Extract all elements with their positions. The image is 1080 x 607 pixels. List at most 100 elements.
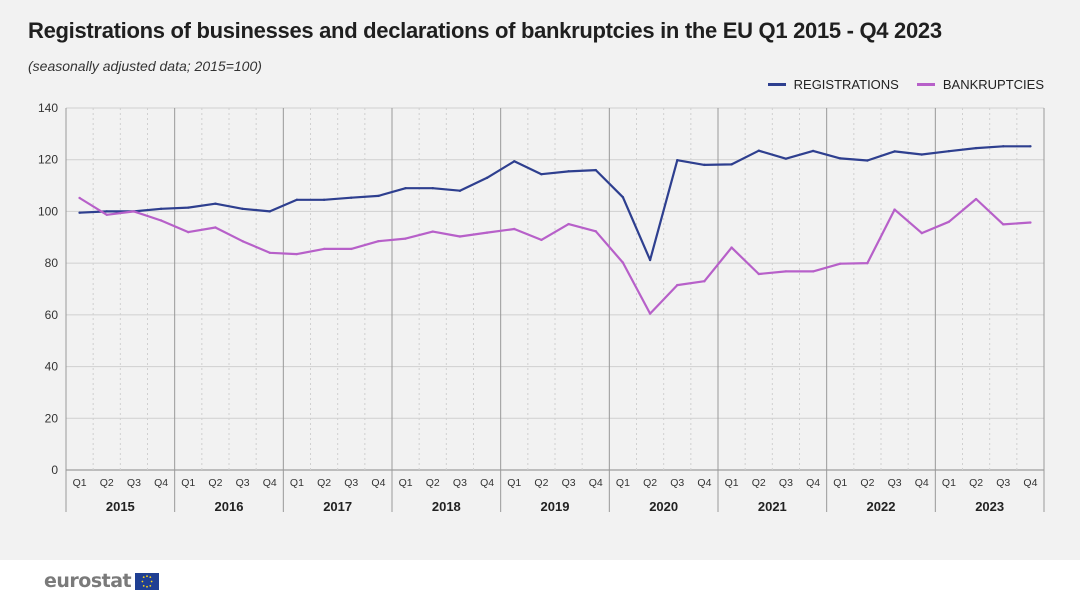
- y-tick-label: 80: [45, 256, 59, 270]
- eu-flag-icon: [135, 572, 160, 590]
- x-tick-label-quarter: Q4: [806, 477, 820, 489]
- x-tick-label-year: 2015: [106, 499, 135, 514]
- x-tick-label-quarter: Q3: [453, 477, 467, 489]
- data-point-bankruptcies: [268, 251, 271, 254]
- line-chart: 0 20 40 60 80 100 120 140 Q1 Q2 Q3 Q4 Q1 Q2 Q3 Q4 Q1 Q2 Q3…: [38, 101, 1045, 514]
- x-tick-label-quarter: Q3: [888, 477, 902, 489]
- x-tick-label-quarter: Q4: [915, 477, 929, 489]
- y-tick-label: 120: [38, 153, 58, 167]
- x-tick-label-year: 2019: [541, 499, 570, 514]
- x-tick-label-year: 2016: [215, 499, 244, 514]
- data-point-bankruptcies: [920, 231, 923, 235]
- data-point-registrations: [350, 196, 353, 199]
- data-point-bankruptcies: [1002, 223, 1005, 226]
- data-point-registrations: [513, 160, 516, 163]
- x-tick-label-quarter: Q4: [697, 477, 711, 489]
- data-point-registrations: [377, 194, 380, 198]
- legend-swatch-bankruptcies: [916, 83, 935, 86]
- data-point-bankruptcies: [621, 261, 625, 264]
- x-tick-label-quarter: Q1: [73, 477, 87, 489]
- data-point-registrations: [485, 176, 489, 180]
- x-tick-label-quarter: Q3: [779, 477, 793, 489]
- x-tick-label-quarter: Q3: [996, 477, 1010, 489]
- data-point-bankruptcies: [784, 270, 788, 273]
- legend: REGISTRATIONS BANKRUPTCIES: [767, 77, 1044, 92]
- x-tick-label-quarter: Q2: [426, 477, 440, 489]
- x-tick-label-year: 2018: [432, 499, 461, 514]
- data-point-bankruptcies: [458, 235, 462, 238]
- x-tick-label-quarter: Q1: [399, 477, 413, 489]
- data-point-registrations: [159, 207, 163, 211]
- data-point-registrations: [1029, 145, 1032, 148]
- data-point-bankruptcies: [322, 247, 326, 251]
- data-point-registrations: [540, 172, 543, 176]
- x-tick-label-quarter: Q2: [208, 477, 222, 489]
- x-tick-label-quarter: Q3: [236, 477, 250, 489]
- x-tick-label-quarter: Q2: [860, 477, 874, 489]
- x-tick-label-quarter: Q2: [752, 477, 766, 489]
- y-tick-label: 140: [38, 101, 58, 115]
- data-point-registrations: [567, 170, 570, 173]
- data-point-bankruptcies: [404, 237, 407, 240]
- data-point-bankruptcies: [350, 247, 353, 251]
- data-point-bankruptcies: [513, 227, 516, 231]
- x-tick-label-quarter: Q2: [317, 477, 331, 489]
- y-tick-label: 100: [38, 204, 58, 218]
- x-tick-label-year: 2022: [867, 499, 896, 514]
- data-point-bankruptcies: [295, 252, 299, 256]
- data-point-registrations: [268, 210, 271, 213]
- legend-label-bankruptcies: BANKRUPTCIES: [942, 77, 1044, 92]
- x-tick-label-quarter: Q1: [181, 477, 195, 489]
- data-point-bankruptcies: [703, 280, 706, 283]
- chart-subtitle: (seasonally adjusted data; 2015=100): [28, 58, 262, 74]
- y-tick-label: 20: [45, 411, 59, 425]
- y-tick-label: 60: [45, 308, 59, 322]
- x-tick-label-quarter: Q4: [263, 477, 277, 489]
- data-point-registrations: [431, 186, 434, 190]
- data-point-registrations: [105, 210, 108, 213]
- x-tick-label-quarter: Q3: [562, 477, 576, 489]
- data-point-registrations: [974, 146, 978, 150]
- x-tick-label-quarter: Q2: [534, 477, 548, 489]
- data-point-bankruptcies: [676, 283, 679, 287]
- data-point-registrations: [187, 206, 190, 209]
- data-point-bankruptcies: [811, 270, 815, 273]
- data-point-registrations: [648, 258, 652, 262]
- data-point-registrations: [214, 202, 217, 205]
- data-point-registrations: [676, 159, 679, 162]
- data-point-bankruptcies: [567, 222, 570, 226]
- chart-title: Registrations of businesses and declarat…: [28, 18, 942, 43]
- logo-text: eurostat: [44, 570, 132, 592]
- data-point-bankruptcies: [241, 239, 244, 243]
- x-tick-label-year: 2017: [323, 499, 352, 514]
- data-point-bankruptcies: [540, 238, 543, 242]
- data-point-bankruptcies: [105, 213, 108, 216]
- legend-label-registrations: REGISTRATIONS: [793, 77, 899, 92]
- chart-panel: [0, 0, 1080, 560]
- footer: eurostat: [0, 560, 1080, 607]
- series-line-bankruptcies: [79, 197, 1031, 315]
- data-point-bankruptcies: [757, 272, 760, 276]
- legend-item-bankruptcies[interactable]: BANKRUPTCIES: [916, 77, 1044, 92]
- eurostat-logo: eurostat: [44, 570, 160, 592]
- x-tick-label-quarter: Q1: [616, 477, 630, 489]
- data-point-registrations: [458, 189, 462, 192]
- x-tick-label-quarter: Q4: [371, 477, 385, 489]
- x-tick-label-quarter: Q2: [969, 477, 983, 489]
- data-point-registrations: [703, 163, 706, 167]
- x-tick-label-quarter: Q3: [127, 477, 141, 489]
- data-point-registrations: [730, 163, 733, 166]
- data-point-bankruptcies: [866, 261, 869, 265]
- x-tick-label-year: 2023: [975, 499, 1004, 514]
- legend-item-registrations[interactable]: REGISTRATIONS: [767, 77, 899, 92]
- data-point-bankruptcies: [974, 197, 978, 201]
- x-tick-label-quarter: Q3: [670, 477, 684, 489]
- x-tick-label-year: 2021: [758, 499, 787, 514]
- x-tick-label-quarter: Q4: [480, 477, 494, 489]
- data-point-bankruptcies: [132, 210, 136, 213]
- data-point-registrations: [784, 157, 788, 160]
- series-line-registrations: [79, 145, 1031, 262]
- x-tick-label-quarter: Q4: [589, 477, 603, 489]
- x-tick-label-quarter: Q2: [100, 477, 114, 489]
- data-point-registrations: [78, 211, 81, 214]
